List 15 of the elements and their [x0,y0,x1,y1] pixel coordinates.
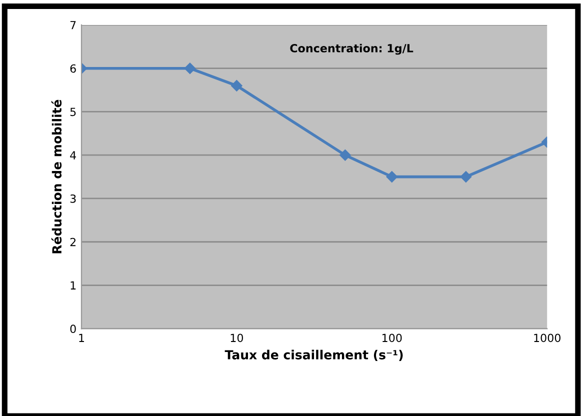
x-tick-label: 100 [382,334,402,342]
x-axis-title: Taux de cisaillement (s⁻¹) [224,350,403,361]
annotation: Concentration: 1g/L [290,44,414,55]
y-tick-label: 7 [70,21,76,30]
y-tick-label: 3 [70,194,76,203]
y-tick-label: 2 [70,238,76,246]
x-tick-label: 1000 [534,334,560,342]
y-tick-label: 4 [70,151,76,160]
x-tick-label: 10 [230,334,244,342]
y-tick-label: 1 [70,281,76,290]
y-axis-title: Réduction de mobilité [51,100,62,254]
y-tick-label: 0 [70,324,76,334]
y-tick-label: 5 [70,108,76,116]
x-tick-label: 1 [79,334,84,342]
y-tick-label: 6 [70,64,76,73]
